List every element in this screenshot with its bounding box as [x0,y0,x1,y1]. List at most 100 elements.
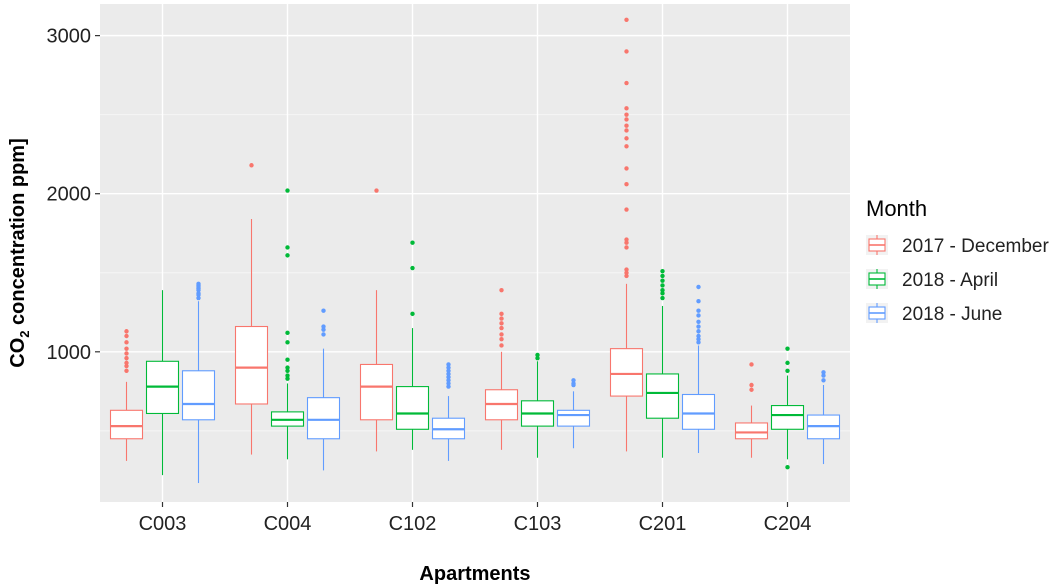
legend-title: Month [866,196,927,221]
outlier-point [285,330,290,336]
box-iqr [181,370,216,421]
outlier-point [696,329,701,334]
outlier-point [785,360,790,366]
box-iqr [306,397,341,440]
outlier-point [124,360,129,366]
box-2018-june-c102 [431,362,466,461]
outlier-point [624,17,629,23]
box-iqr [109,409,144,440]
outlier-point [499,325,504,331]
outlier-point [535,352,540,358]
outlier-point [749,362,754,367]
outlier-point [124,368,129,373]
outlier-point [749,387,754,392]
outlier-point [124,329,129,334]
outlier-point [285,376,290,381]
outlier-point [660,268,665,274]
y-tick-label: 2000 [47,184,92,206]
outlier-point [624,240,629,245]
box-2018-april-c003 [145,290,180,476]
plot-panel [100,4,850,502]
outlier-point [696,308,701,313]
outlier-point [196,291,201,296]
outlier-point [446,368,451,373]
legend-label: 2018 - April [902,270,998,291]
y-tick-label: 3000 [47,26,92,48]
outlier-point [624,117,629,122]
outlier-point [446,362,451,367]
box-2017-december-c204 [734,362,769,458]
outlier-point [624,136,629,141]
box-iqr [734,422,769,440]
legend-item-2018-june: 2018 - June [866,303,1002,325]
outlier-point [285,188,290,193]
outlier-point [821,373,826,378]
box-iqr [681,393,716,430]
outlier-point [446,365,451,370]
box-2017-december-c102 [359,188,394,452]
outlier-point [624,270,629,275]
outlier-point [785,346,790,351]
outlier-point [285,245,290,250]
outlier-point [499,336,504,342]
outlier-point [321,332,326,337]
outlier-point [571,381,576,386]
box-2018-june-c003 [181,281,216,484]
box-iqr [556,409,591,427]
legend-label: 2018 - June [902,304,1002,325]
outlier-point [696,336,701,342]
outlier-point [124,351,129,356]
outlier-point [624,106,629,111]
box-2018-june-c004 [306,308,341,471]
outlier-point [535,355,540,361]
outlier-point [821,378,826,383]
box-iqr [395,386,430,430]
outlier-point [785,368,790,373]
outlier-point [660,278,665,283]
outlier-point [624,182,629,187]
outlier-point [499,316,504,321]
y-tick-label: 1000 [47,342,92,364]
outlier-point [321,327,326,332]
outlier-point [499,287,504,293]
outlier-point [821,370,826,375]
outlier-point [696,313,701,318]
outlier-point [624,273,629,279]
box-2018-april-c204 [770,346,805,470]
outlier-point [285,368,290,373]
axis-layer: 1000 2000 3000 C003 C004 C102 C103 C201 C204 [47,26,812,535]
y-axis-title-rest: concentration ppm] [7,138,29,330]
outlier-point [446,381,451,386]
outlier-point [410,240,415,245]
box-2018-april-c201 [645,268,680,458]
x-tick-label: C102 [389,513,437,535]
outlier-point [696,324,701,329]
outlier-point [499,311,504,317]
x-axis-title: Apartments [419,563,530,584]
outlier-point [696,299,701,304]
outlier-point [499,321,504,326]
box-2018-april-c102 [395,240,430,450]
box-2018-june-c204 [806,370,841,465]
outlier-point [124,363,129,369]
box-2018-june-c201 [681,284,716,453]
outlier-point [446,378,451,383]
outlier-point [624,166,629,171]
outlier-point [660,273,665,279]
x-tick-label: C204 [764,513,812,535]
outlier-point [446,374,451,380]
box-iqr [770,405,805,430]
outlier-point [446,371,451,377]
outlier-point [196,281,201,287]
outlier-point [374,188,379,193]
outlier-point [124,340,129,345]
outlier-point [285,340,290,345]
box-iqr [359,363,394,421]
y-axis-title-subscript: 2 [17,331,32,338]
box-2017-december-c004 [234,163,269,455]
y-axis-title: CO2 concentration ppm] [7,138,32,367]
outlier-point [124,355,129,361]
x-tick-label: C004 [264,513,312,535]
outlier-point [285,365,290,370]
outlier-point [749,382,754,388]
